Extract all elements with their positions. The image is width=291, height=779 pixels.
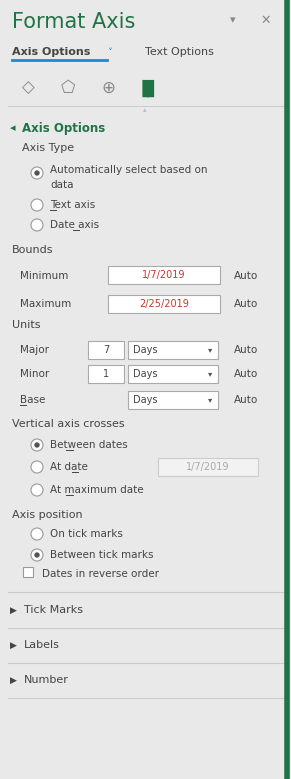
Text: ▾: ▾	[208, 369, 212, 379]
Text: Auto: Auto	[234, 369, 258, 379]
Text: Axis Options: Axis Options	[12, 47, 91, 57]
Text: Axis Type: Axis Type	[22, 143, 74, 153]
Text: 1/7/2019: 1/7/2019	[142, 270, 186, 280]
Text: Auto: Auto	[234, 395, 258, 405]
Circle shape	[31, 461, 43, 473]
Text: Dates in reverse order: Dates in reverse order	[42, 569, 159, 579]
Text: 1: 1	[103, 369, 109, 379]
Text: ⊕: ⊕	[101, 79, 115, 97]
Text: ▾: ▾	[230, 15, 236, 25]
FancyBboxPatch shape	[88, 341, 124, 359]
Text: Base: Base	[20, 395, 45, 405]
Circle shape	[31, 528, 43, 540]
Text: ◇: ◇	[22, 79, 34, 97]
Text: Days: Days	[133, 345, 157, 355]
Circle shape	[34, 171, 40, 176]
Circle shape	[31, 549, 43, 561]
Circle shape	[31, 219, 43, 231]
Text: Units: Units	[12, 320, 40, 330]
Text: ▶: ▶	[10, 675, 17, 685]
Text: 7: 7	[103, 345, 109, 355]
Text: ◂: ◂	[10, 123, 16, 133]
Text: Vertical axis crosses: Vertical axis crosses	[12, 419, 125, 429]
Text: ⬠: ⬠	[61, 79, 75, 97]
Text: Axis Options: Axis Options	[22, 122, 105, 135]
Text: 1/7/2019: 1/7/2019	[186, 462, 230, 472]
Circle shape	[31, 484, 43, 496]
Text: ▶: ▶	[10, 605, 17, 615]
FancyBboxPatch shape	[128, 365, 218, 383]
Text: Automatically select based on: Automatically select based on	[50, 165, 207, 175]
Text: Between tick marks: Between tick marks	[50, 550, 153, 560]
FancyBboxPatch shape	[158, 458, 258, 476]
FancyBboxPatch shape	[128, 391, 218, 409]
Text: Labels: Labels	[24, 640, 60, 650]
Circle shape	[31, 167, 43, 179]
Text: Auto: Auto	[234, 299, 258, 309]
Text: Axis position: Axis position	[12, 510, 83, 520]
Text: ▴: ▴	[143, 107, 147, 113]
Text: Between dates: Between dates	[50, 440, 128, 450]
FancyBboxPatch shape	[108, 266, 220, 284]
Text: Number: Number	[24, 675, 69, 685]
Text: ✕: ✕	[260, 13, 271, 26]
FancyBboxPatch shape	[108, 295, 220, 313]
Text: ▐▌: ▐▌	[135, 79, 161, 97]
FancyBboxPatch shape	[88, 365, 124, 383]
Text: Major: Major	[20, 345, 49, 355]
Text: Text Options: Text Options	[145, 47, 214, 57]
Circle shape	[31, 199, 43, 211]
Text: Minimum: Minimum	[20, 271, 68, 281]
Text: Auto: Auto	[234, 345, 258, 355]
Text: Maximum: Maximum	[20, 299, 71, 309]
Text: ˅: ˅	[107, 48, 112, 58]
Text: Minor: Minor	[20, 369, 49, 379]
Text: data: data	[50, 180, 74, 190]
FancyBboxPatch shape	[23, 567, 33, 577]
Text: Text axis: Text axis	[50, 200, 95, 210]
Text: Date axis: Date axis	[50, 220, 99, 230]
Text: Tick Marks: Tick Marks	[24, 605, 83, 615]
Text: ▾: ▾	[208, 396, 212, 404]
Text: Format Axis: Format Axis	[12, 12, 135, 32]
Circle shape	[31, 439, 43, 451]
Circle shape	[34, 552, 40, 558]
Text: At date: At date	[50, 462, 88, 472]
Text: ▾: ▾	[208, 346, 212, 354]
Text: Auto: Auto	[234, 271, 258, 281]
FancyBboxPatch shape	[128, 341, 218, 359]
Text: ▶: ▶	[10, 640, 17, 650]
Text: At maximum date: At maximum date	[50, 485, 144, 495]
Text: On tick marks: On tick marks	[50, 529, 123, 539]
Text: Days: Days	[133, 369, 157, 379]
Text: Days: Days	[133, 395, 157, 405]
Circle shape	[34, 442, 40, 448]
Text: 2/25/2019: 2/25/2019	[139, 299, 189, 309]
Text: Bounds: Bounds	[12, 245, 54, 255]
